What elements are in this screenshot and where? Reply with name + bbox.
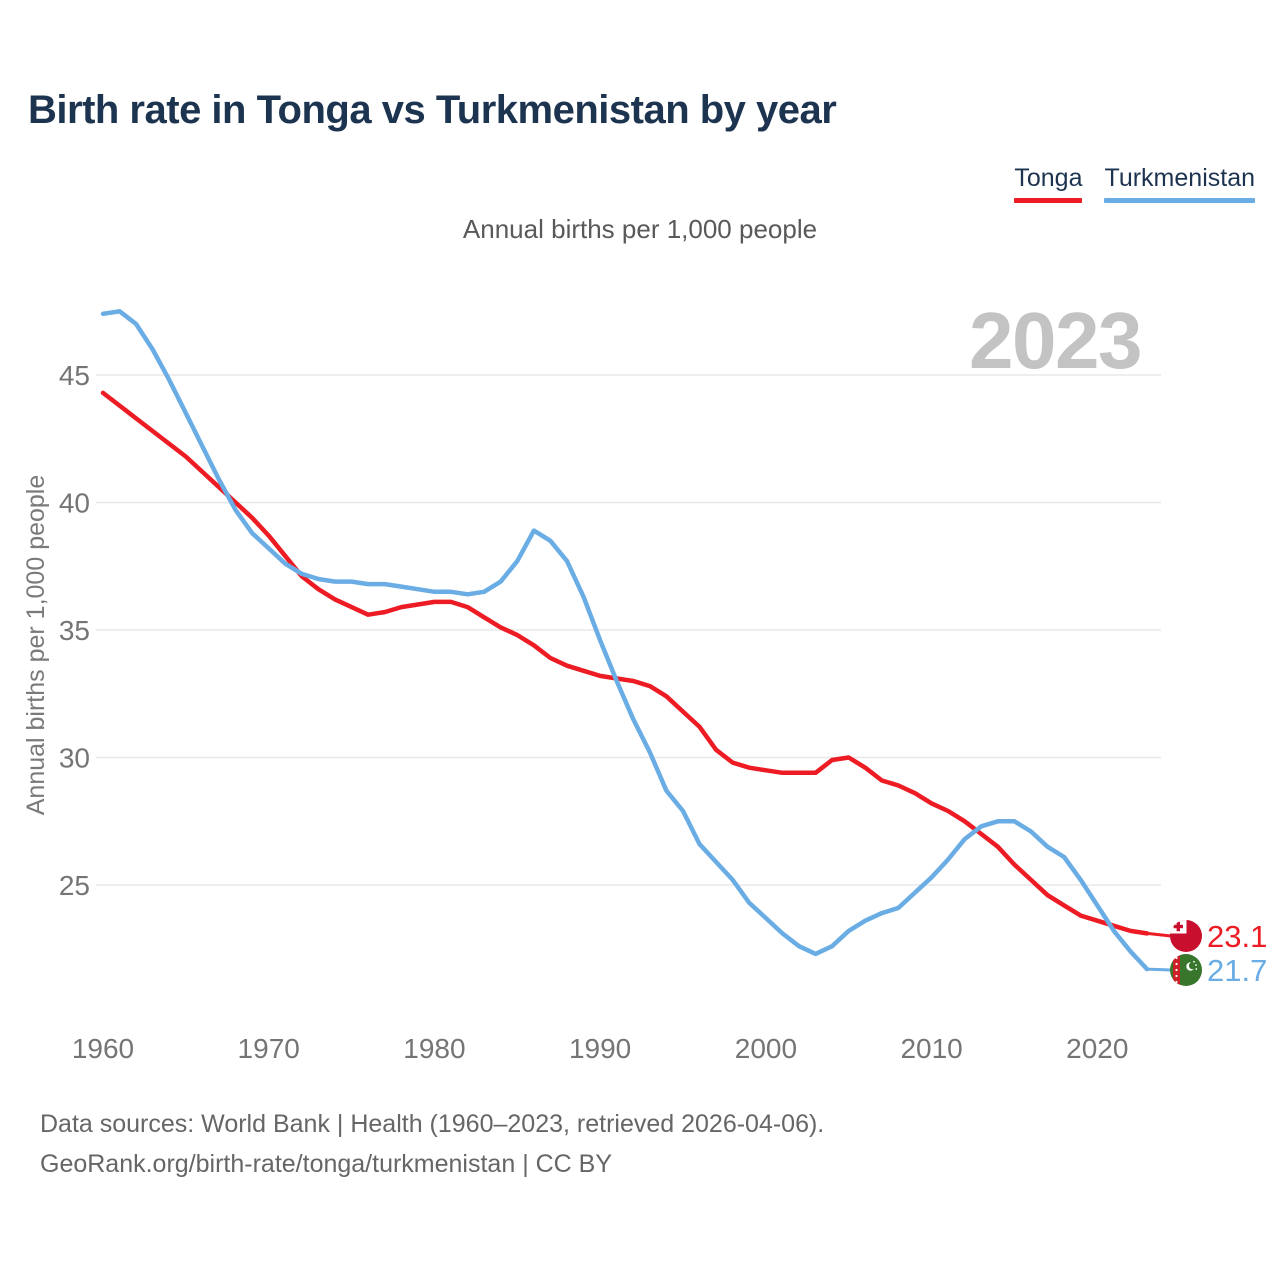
source-line-2: GeoRank.org/birth-rate/tonga/turkmenista…	[40, 1150, 613, 1178]
x-tick-1970: 1970	[238, 1033, 300, 1064]
turkmenistan-connector	[1145, 967, 1173, 972]
tonga-connector	[1145, 931, 1173, 938]
source-note: Data sources: World Bank | Health (1960–…	[40, 1104, 824, 1184]
legend: Tonga Turkmenistan	[1014, 163, 1255, 203]
turkmenistan-flag-icon	[1170, 954, 1202, 986]
x-tick-2010: 2010	[900, 1033, 962, 1064]
watermark-year: 2023	[969, 296, 1141, 385]
y-tick-30: 30	[59, 743, 90, 774]
source-line-1: Data sources: World Bank | Health (1960–…	[40, 1110, 825, 1138]
page-title: Birth rate in Tonga vs Turkmenistan by y…	[28, 88, 837, 132]
legend-item-turkmenistan[interactable]: Turkmenistan	[1104, 163, 1255, 203]
x-tick-1990: 1990	[569, 1033, 631, 1064]
y-axis-label: Annual births per 1,000 people	[22, 475, 50, 816]
y-tick-45: 45	[59, 360, 90, 391]
x-tick-2000: 2000	[735, 1033, 797, 1064]
y-tick-35: 35	[59, 615, 90, 646]
legend-color-bar	[1014, 198, 1083, 203]
turkmenistan-end-value: 21.7	[1207, 953, 1267, 988]
legend-color-bar	[1104, 198, 1255, 203]
legend-label-turkmenistan: Turkmenistan	[1104, 164, 1255, 192]
tonga-end-value: 23.1	[1207, 919, 1267, 954]
legend-label-tonga: Tonga	[1014, 164, 1083, 192]
x-tick-2020: 2020	[1066, 1033, 1128, 1064]
y-tick-40: 40	[59, 488, 90, 519]
chart-subtitle: Annual births per 1,000 people	[462, 214, 818, 244]
tonga-flag-icon	[1170, 920, 1202, 952]
tonga-line[interactable]	[100, 390, 1150, 936]
x-tick-1960: 1960	[72, 1033, 134, 1064]
x-tick-1980: 1980	[403, 1033, 465, 1064]
turkmenistan-line[interactable]	[100, 309, 1150, 972]
legend-item-tonga[interactable]: Tonga	[1014, 163, 1083, 203]
y-tick-25: 25	[59, 870, 90, 901]
